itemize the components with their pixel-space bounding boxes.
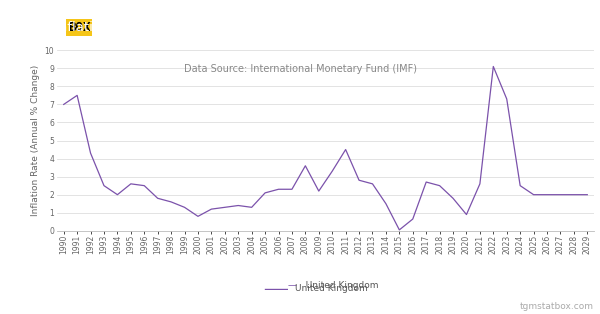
Text: tgmstatbox.com: tgmstatbox.com (520, 302, 594, 311)
Text: United Kingdom: United Kingdom (295, 284, 368, 293)
Text: ◆: ◆ (9, 20, 20, 35)
Text: Inflation Rate Trends and Forecast for United Kingdom from 1990 to 2029: Inflation Rate Trends and Forecast for U… (55, 21, 545, 34)
Text: STAT: STAT (33, 21, 63, 34)
Text: BOX: BOX (68, 21, 90, 34)
Text: Data Source: International Monetary Fund (IMF): Data Source: International Monetary Fund… (184, 64, 416, 74)
Text: —: — (288, 281, 300, 290)
Text: United Kingdom: United Kingdom (300, 281, 379, 290)
Y-axis label: Inflation Rate (Annual % Change): Inflation Rate (Annual % Change) (31, 65, 40, 216)
